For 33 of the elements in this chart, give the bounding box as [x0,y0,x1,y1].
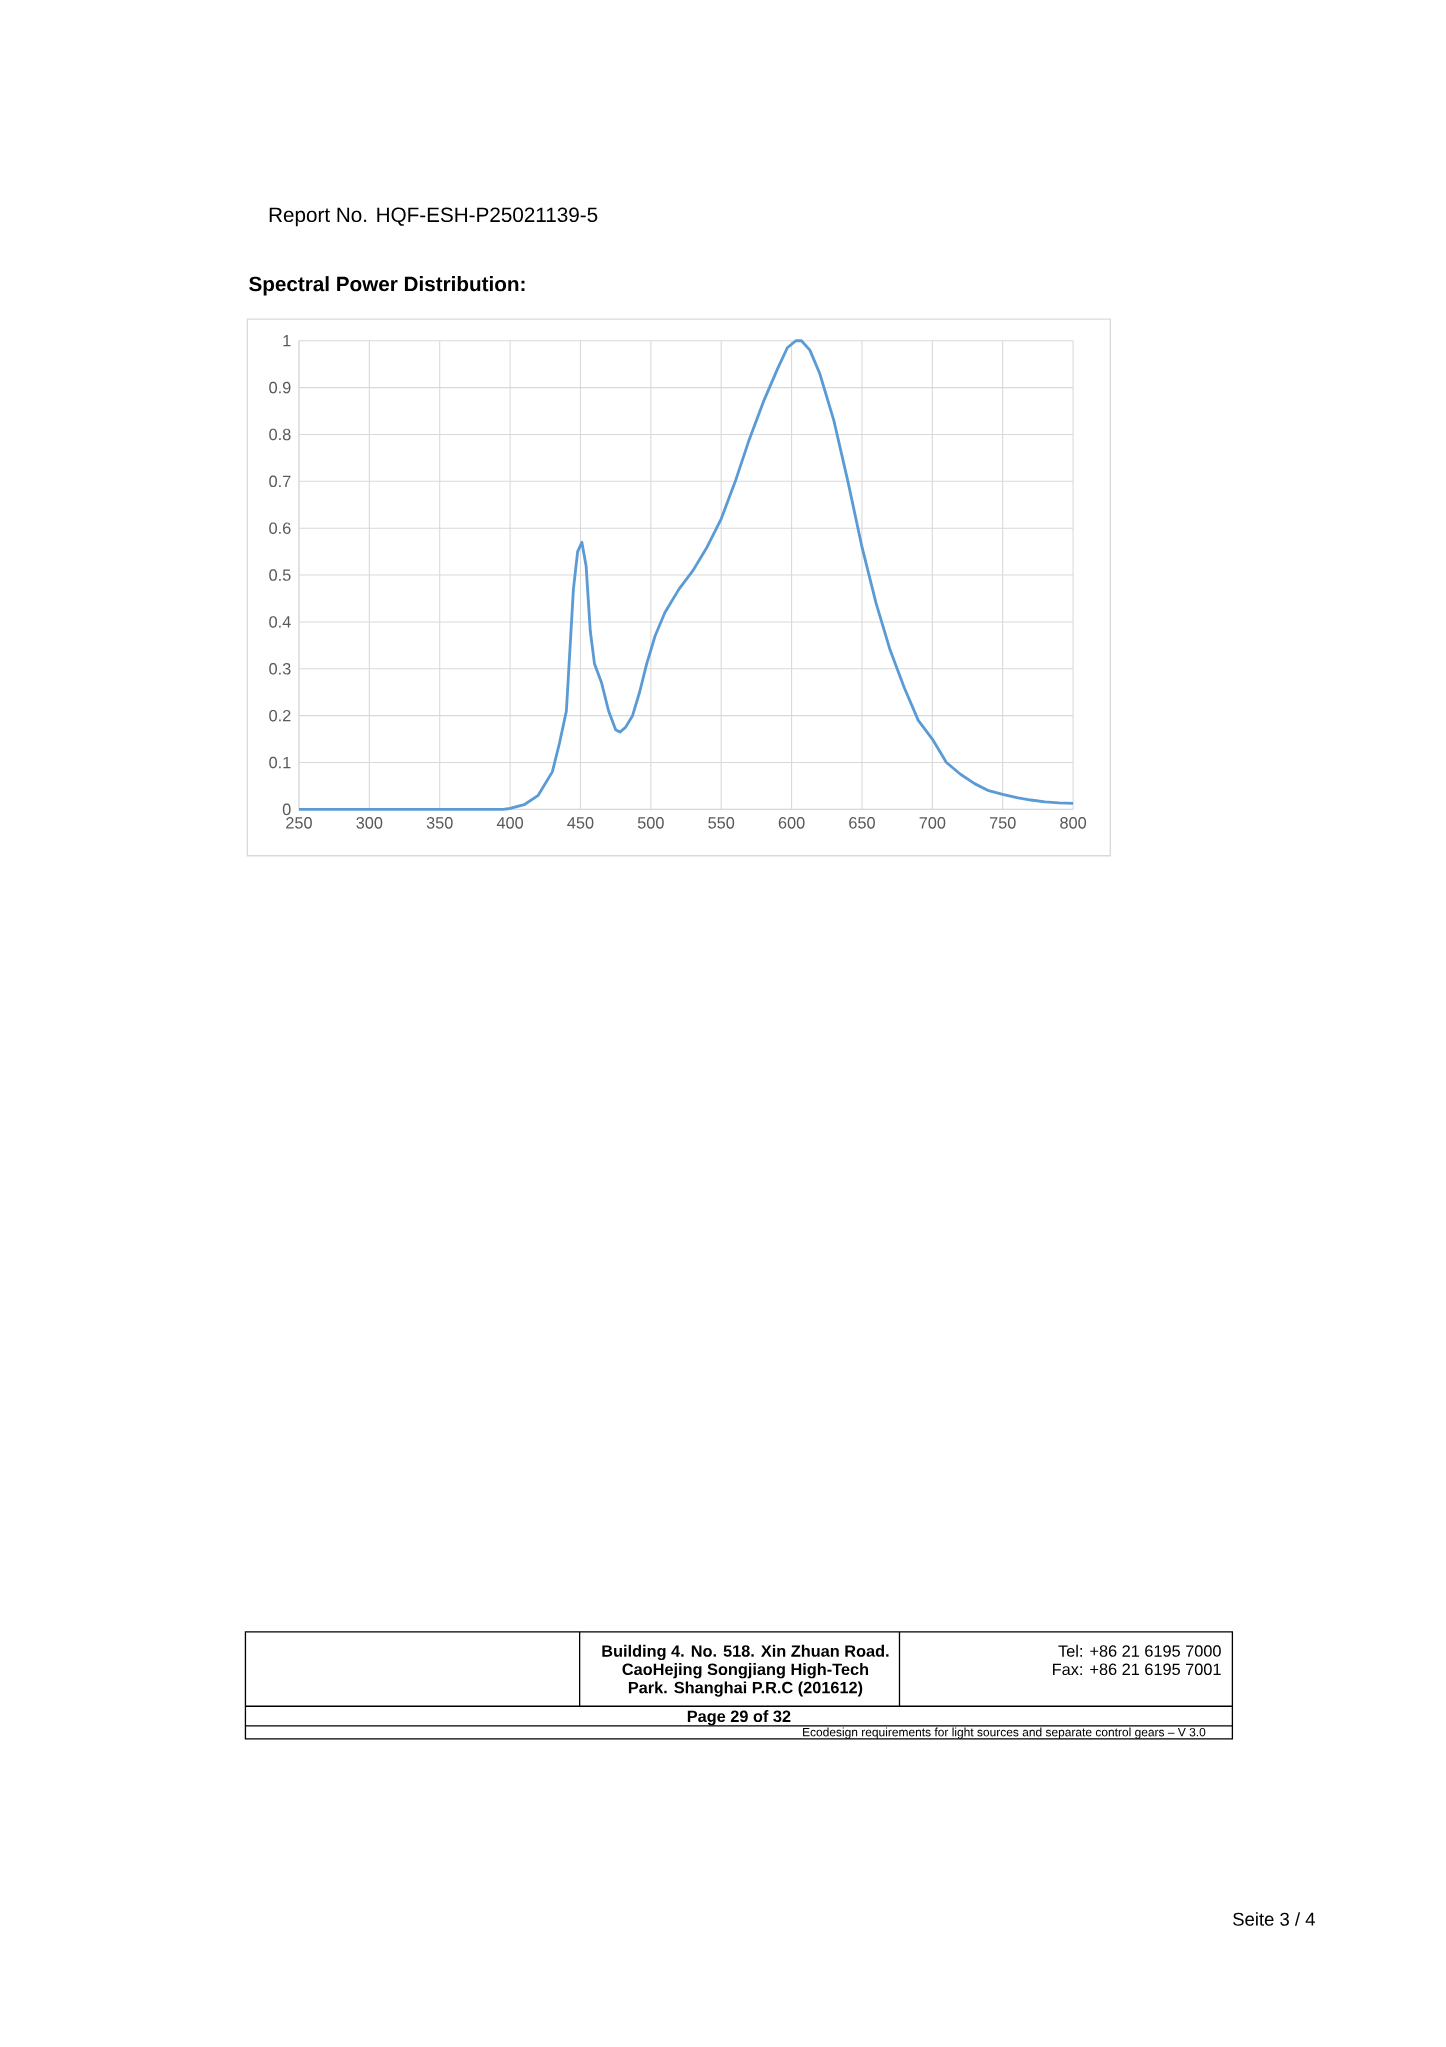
x-tick-label: 500 [637,817,664,829]
text: Ecodesign requirements for light sources and separate control gears – V 3.0 [802,1727,1206,1739]
y-tick-label: 0.1 [269,756,291,769]
text: Report No. HQF-ESH-P25021139-5 [269,207,598,227]
y-tick-label: 0.9 [269,381,291,394]
y-tick-label: 0.6 [269,522,291,534]
x-tick-label: 800 [1059,817,1086,829]
chart-title: Spectral Power Distribution: [248,276,525,296]
y-tick-label: 1 [283,335,291,347]
y-tick-label: 0.7 [269,475,291,488]
text: Page 29 of 32 [687,1710,791,1726]
x-tick-label: 650 [848,817,875,829]
x-tick-label: 700 [919,817,946,829]
x-tick-label: 550 [708,817,734,829]
x-tick-label: 400 [496,817,523,829]
y-tick-label: 0 [282,803,291,816]
x-tick-label: 350 [426,817,453,829]
text: Fax: +86 21 6195 7001 [1052,1663,1221,1676]
x-tick-label: 450 [566,817,594,829]
y-tick-label: 0.4 [269,616,291,628]
x-tick-label: 300 [356,817,383,829]
text: Park. Shanghai P.R.C (201612) [628,1681,862,1697]
text: CaoHejing Songjiang High-Tech [622,1663,868,1679]
x-tick-label: 750 [989,817,1016,829]
text: Tel: +86 21 6195 7000 [1058,1644,1221,1657]
y-tick-label: 0.2 [269,709,291,722]
text: Building 4. No. 518. Xin Zhuan Road. [602,1644,889,1661]
y-tick-label: 0.5 [269,569,291,581]
y-tick-label: 0.3 [269,663,291,675]
x-tick-label: 250 [285,817,312,829]
x-tick-label: 600 [778,817,805,829]
text: Seite 3 / 4 [1232,1912,1315,1926]
y-tick-label: 0.8 [269,428,291,441]
